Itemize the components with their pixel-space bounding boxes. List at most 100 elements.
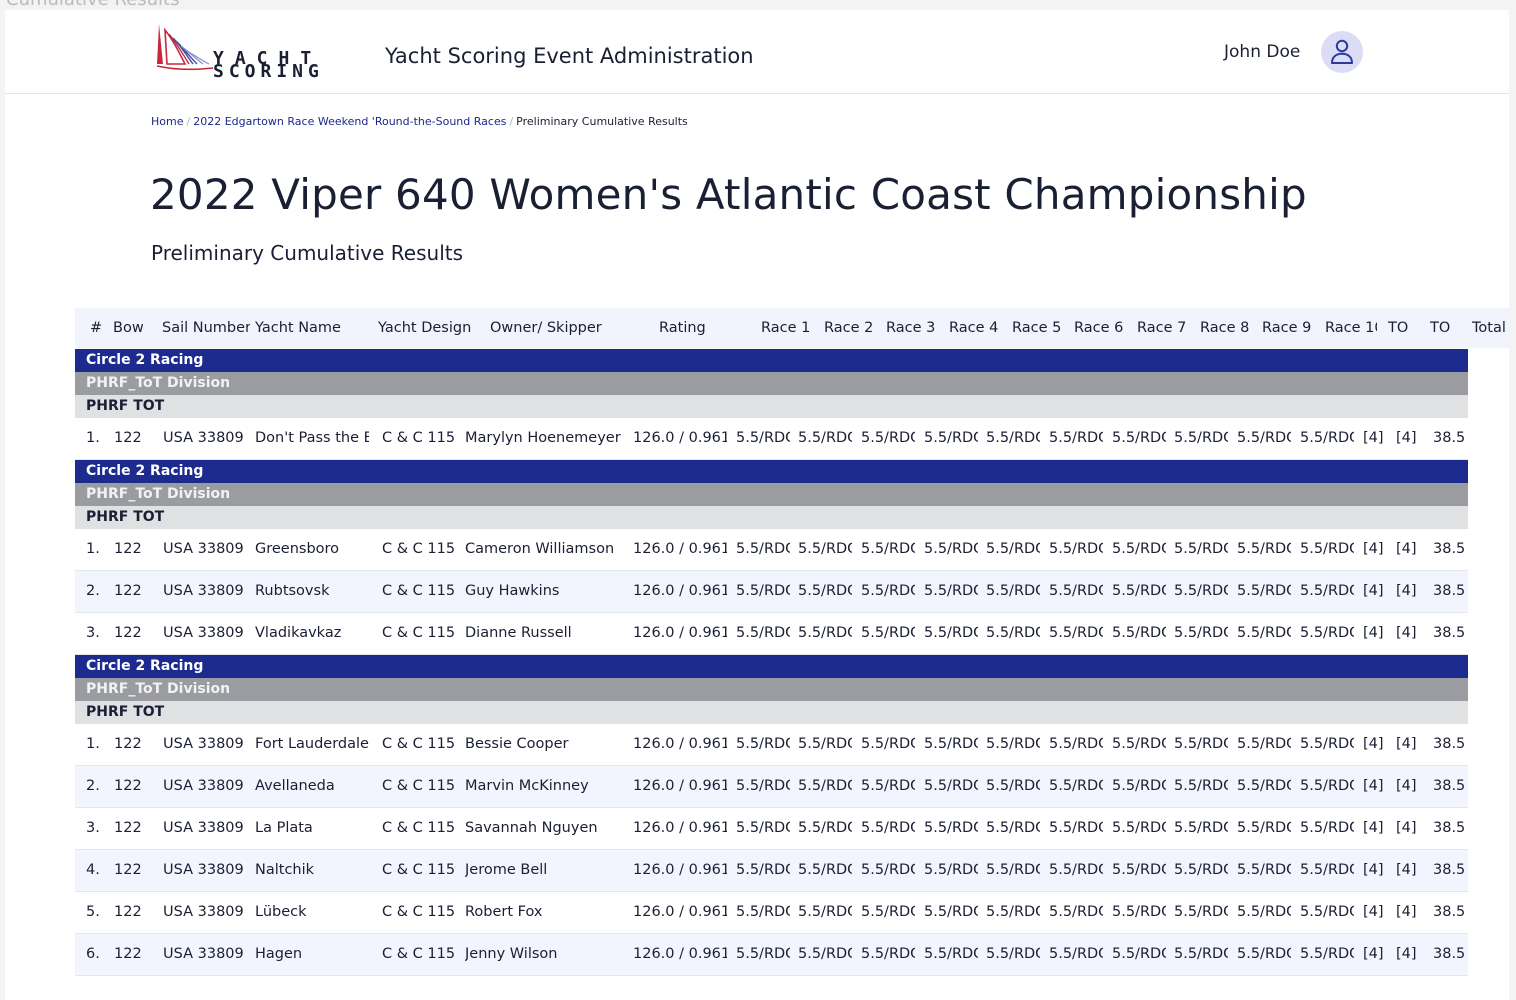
yacht-design-cell: C & C 115 <box>382 778 456 794</box>
race-3-cell: 5.5/RDG <box>861 904 915 920</box>
race-5-cell: 5.5/RDG <box>986 904 1040 920</box>
to-cell: [4] <box>1363 583 1384 599</box>
place-cell: 2. <box>86 778 100 794</box>
column-header-yacht-name[interactable]: Yacht Name <box>255 320 341 336</box>
to-cell: [4] <box>1363 736 1384 752</box>
race-9-cell: 5.5/RDG <box>1237 778 1291 794</box>
owner-cell: Jenny Wilson <box>465 946 558 962</box>
breadcrumb-home-link[interactable]: Home <box>151 115 184 128</box>
place-cell: 3. <box>86 625 100 641</box>
column-header-sail-number[interactable]: Sail Number <box>162 320 250 336</box>
sail-number-cell: USA 33809 <box>163 862 244 878</box>
sail-number-cell: USA 33809 <box>163 625 244 641</box>
page: YACHT SCORING Yacht Scoring Event Admini… <box>5 10 1509 1000</box>
race-9-cell: 5.5/RDG <box>1237 625 1291 641</box>
owner-cell: Robert Fox <box>465 904 543 920</box>
app-title: Yacht Scoring Event Administration <box>385 44 754 68</box>
race-10-cell: 5.5/RDG <box>1300 625 1354 641</box>
race-4-cell: 5.5/RDG <box>924 778 978 794</box>
column-header-race-6[interactable]: Race 6 <box>1074 320 1124 336</box>
division-band: PHRF_ToT Division <box>75 372 1468 395</box>
breadcrumb-separator: / <box>186 115 191 128</box>
table-row[interactable]: 1. 122 USA 33809 Greensboro C & C 115 Cameron… <box>75 529 1468 571</box>
race-2-cell: 5.5/RDG <box>798 862 852 878</box>
results-table: # Bow Sail Number Yacht Name Yacht Design Own… <box>75 308 1509 1000</box>
to-cell: [4] <box>1396 904 1417 920</box>
table-row[interactable]: 3. 122 USA 33809 Vladikavkaz C & C 115 Dianne… <box>75 613 1468 655</box>
column-header-race-2[interactable]: Race 2 <box>824 320 874 336</box>
table-row[interactable]: 6. 122 USA 33809 Hagen C & C 115 Jenny Wilson… <box>75 934 1468 976</box>
column-header-owner-skipper[interactable]: Owner/ Skipper <box>490 320 602 336</box>
table-row[interactable]: 1. 122 USA 33809 Don't Pass the Bucket C & C… <box>75 418 1468 460</box>
table-row[interactable]: 2. 122 USA 33809 Avellaneda C & C 115 Marvin … <box>75 766 1468 808</box>
column-header-race-5[interactable]: Race 5 <box>1012 320 1062 336</box>
table-row[interactable]: 4. 122 USA 33809 Naltchik C & C 115 Jerome Be… <box>75 850 1468 892</box>
race-6-cell: 5.5/RDG <box>1049 541 1103 557</box>
yacht-name-cell: Fort Lauderdale <box>255 736 369 752</box>
race-1-cell: 5.5/RDG <box>736 736 790 752</box>
total-cell: 38.5 <box>1433 736 1466 752</box>
table-row[interactable]: 3. 122 USA 33809 La Plata C & C 115 Savannah … <box>75 808 1468 850</box>
circle-band: Circle 2 Racing <box>75 655 1468 678</box>
column-header-yacht-design[interactable]: Yacht Design <box>378 320 472 336</box>
page-title: 2022 Viper 640 Women's Atlantic Coast Ch… <box>150 170 1307 219</box>
yacht-name-cell: Rubtsovsk <box>255 583 330 599</box>
total-cell: 38.5 <box>1433 946 1466 962</box>
race-5-cell: 5.5/RDG <box>986 778 1040 794</box>
column-header-total[interactable]: Total <box>1472 320 1506 336</box>
race-4-cell: 5.5/RDG <box>924 736 978 752</box>
race-2-cell: 5.5/RDG <box>798 820 852 836</box>
column-header-place[interactable]: # <box>90 320 103 336</box>
yacht-design-cell: C & C 115 <box>382 820 456 836</box>
avatar[interactable] <box>1321 31 1363 73</box>
column-header-race-9[interactable]: Race 9 <box>1262 320 1312 336</box>
column-header-bow[interactable]: Bow <box>113 320 144 336</box>
owner-cell: Savannah Nguyen <box>465 820 598 836</box>
table-row[interactable]: 1. 122 USA 33809 Fort Lauderdale C & C 115 Be… <box>75 724 1468 766</box>
column-header-to[interactable]: TO <box>1388 320 1409 336</box>
race-7-cell: 5.5/RDG <box>1112 946 1166 962</box>
to-cell: [4] <box>1363 904 1384 920</box>
race-9-cell: 5.5/RDG <box>1237 736 1291 752</box>
race-1-cell: 5.5/RDG <box>736 583 790 599</box>
page-subtitle: Preliminary Cumulative Results <box>151 241 464 265</box>
column-header-race-3[interactable]: Race 3 <box>886 320 936 336</box>
race-2-cell: 5.5/RDG <box>798 904 852 920</box>
breadcrumb-event-link[interactable]: 2022 Edgartown Race Weekend 'Round-the-S… <box>193 115 507 128</box>
column-header-race-4[interactable]: Race 4 <box>949 320 999 336</box>
column-header-to[interactable]: TO <box>1430 320 1451 336</box>
column-header-race-10[interactable]: Race 10 <box>1325 320 1377 336</box>
race-3-cell: 5.5/RDG <box>861 820 915 836</box>
column-header-race-7[interactable]: Race 7 <box>1137 320 1187 336</box>
sail-number-cell: USA 33809 <box>163 736 244 752</box>
race-4-cell: 5.5/RDG <box>924 862 978 878</box>
race-10-cell: 5.5/RDG <box>1300 904 1354 920</box>
yacht-scoring-logo[interactable]: YACHT SCORING <box>155 22 360 81</box>
sail-number-cell: USA 33809 <box>163 778 244 794</box>
race-1-cell: 5.5/RDG <box>736 541 790 557</box>
yacht-design-cell: C & C 115 <box>382 430 456 446</box>
race-8-cell: 5.5/RDG <box>1174 862 1228 878</box>
race-1-cell: 5.5/RDG <box>736 625 790 641</box>
table-row[interactable]: 2. 122 USA 33809 Rubtsovsk C & C 115 Guy Hawk… <box>75 571 1468 613</box>
user-name[interactable]: John Doe <box>1224 42 1301 62</box>
race-4-cell: 5.5/RDG <box>924 541 978 557</box>
to-cell: [4] <box>1396 946 1417 962</box>
race-1-cell: 5.5/RDG <box>736 904 790 920</box>
race-1-cell: 5.5/RDG <box>736 946 790 962</box>
column-header-rating[interactable]: Rating <box>659 320 706 336</box>
logo-word-scoring: SCORING <box>213 61 324 82</box>
race-5-cell: 5.5/RDG <box>986 820 1040 836</box>
column-header-race-1[interactable]: Race 1 <box>761 320 811 336</box>
race-7-cell: 5.5/RDG <box>1112 862 1166 878</box>
column-header-race-8[interactable]: Race 8 <box>1200 320 1250 336</box>
table-row[interactable]: 5. 122 USA 33809 Lübeck C & C 115 Robert Fox 1… <box>75 892 1468 934</box>
bow-cell: 122 <box>114 625 142 641</box>
place-cell: 5. <box>86 904 100 920</box>
total-cell: 38.5 <box>1433 583 1466 599</box>
to-cell: [4] <box>1363 820 1384 836</box>
